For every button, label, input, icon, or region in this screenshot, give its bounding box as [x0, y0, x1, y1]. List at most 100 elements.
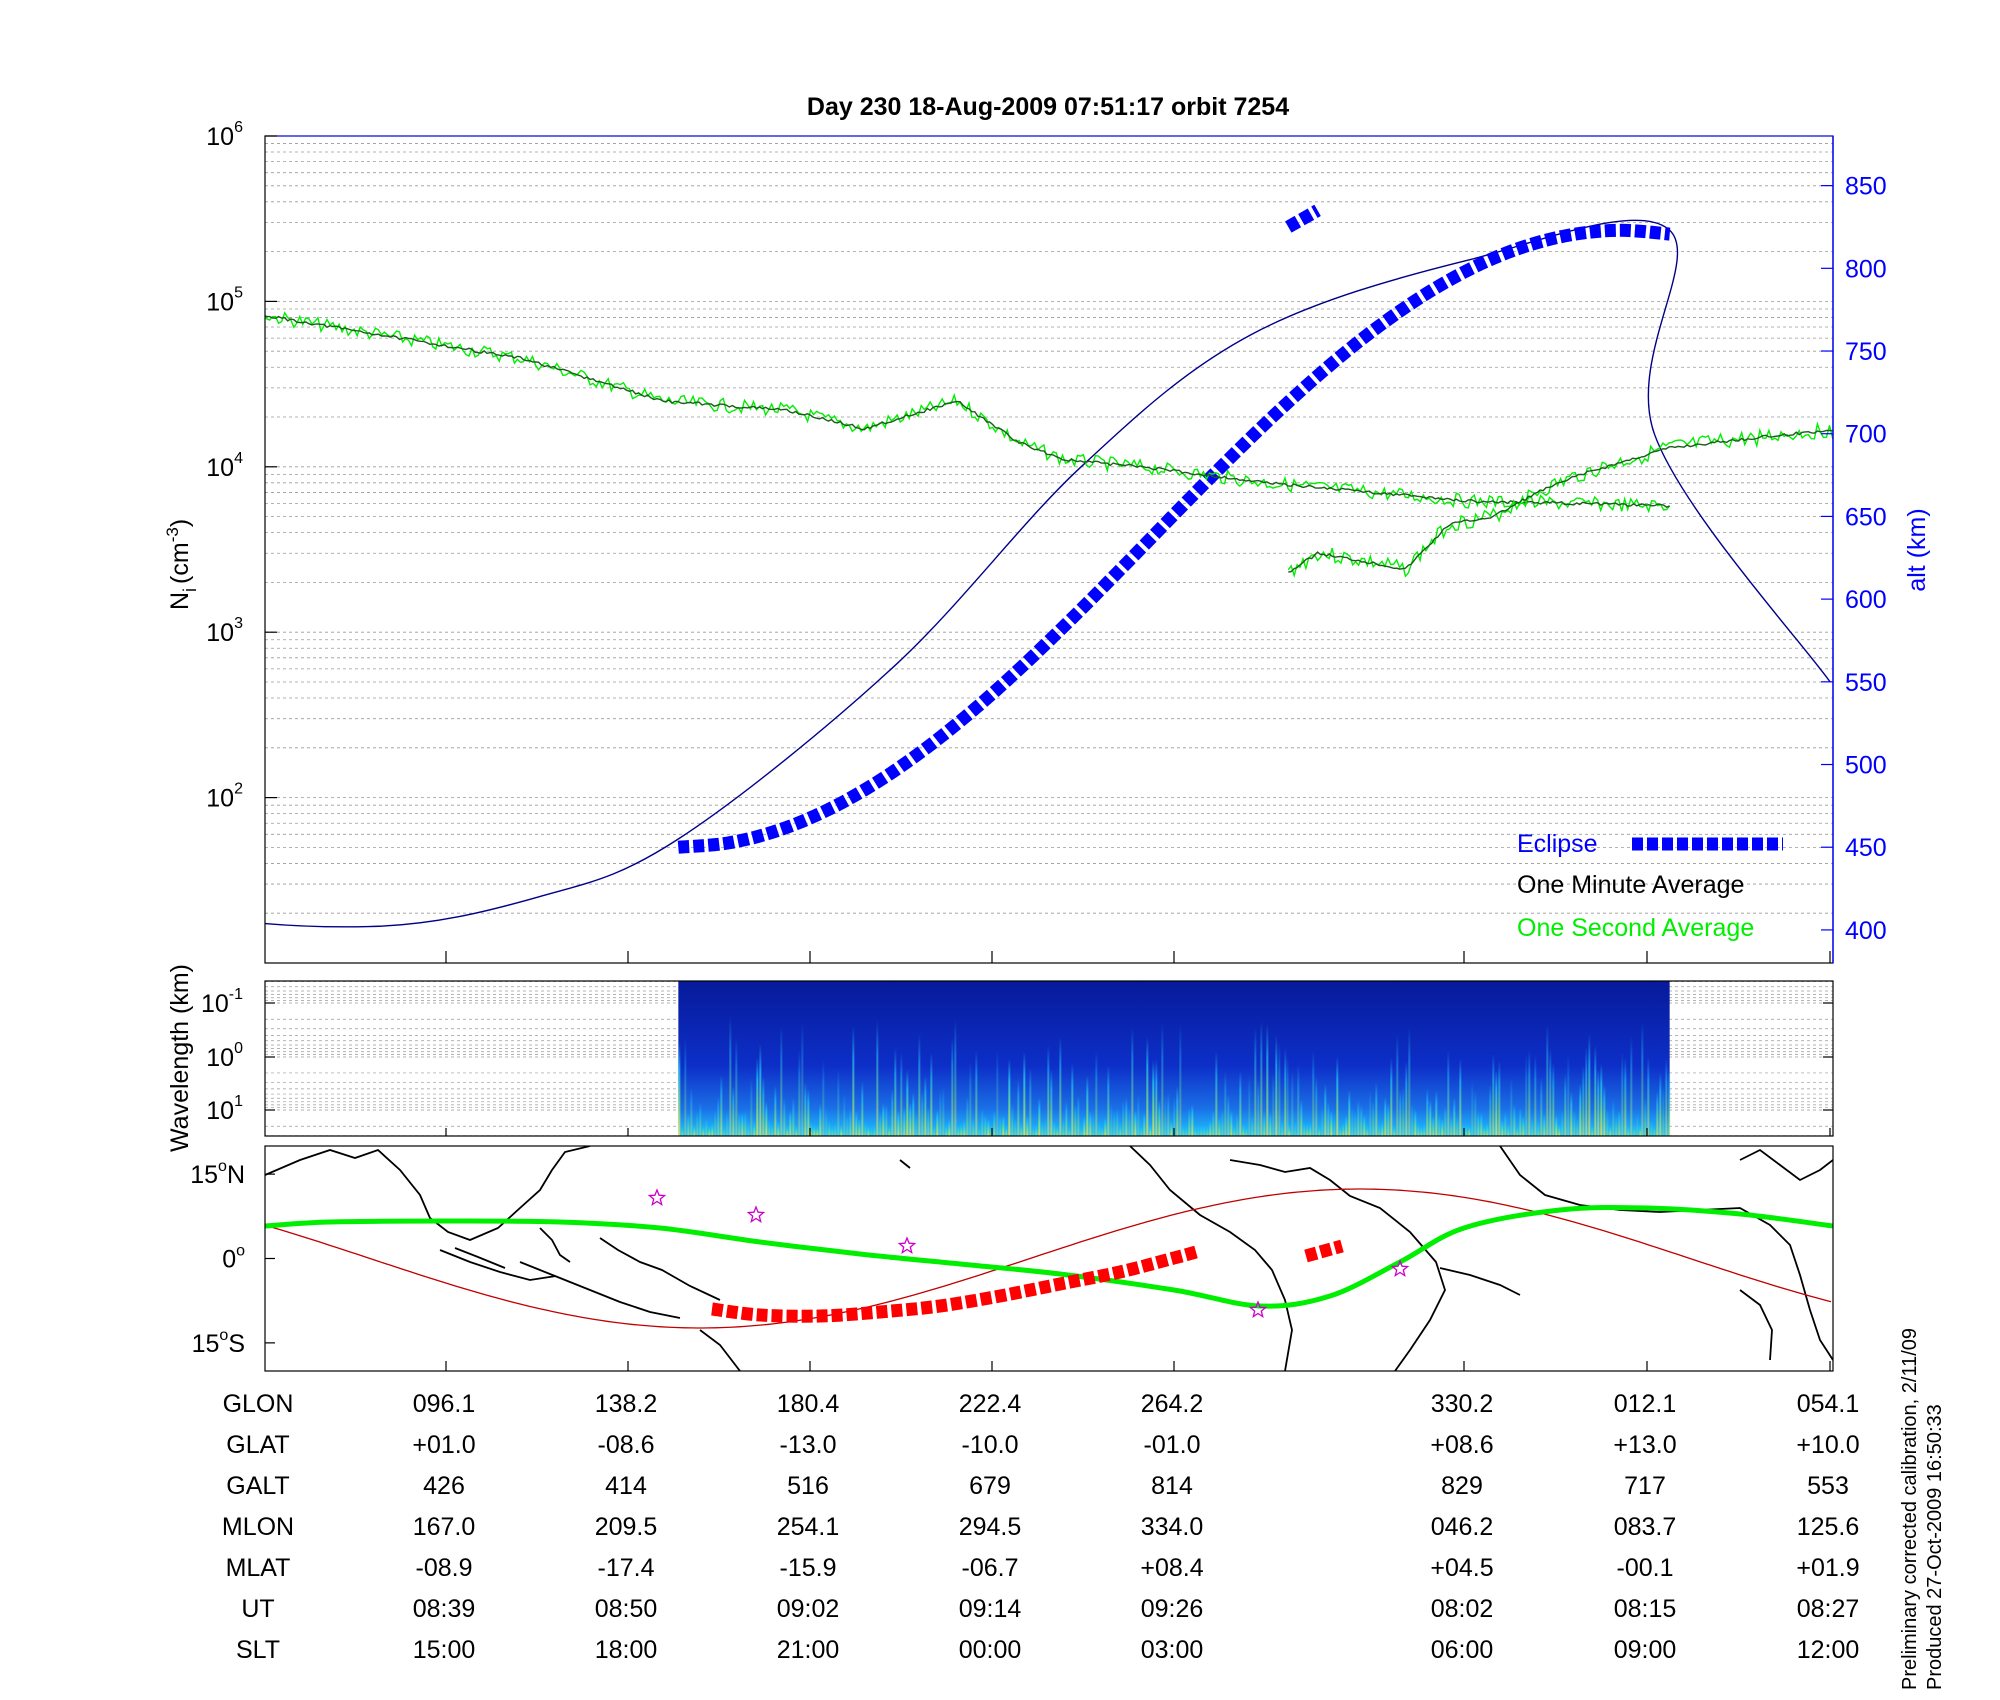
orbit-cell: -06.7 [962, 1554, 1019, 1582]
spectrogram-streak [1471, 1080, 1474, 1136]
spectrogram-streak [729, 1016, 732, 1136]
orbit-cell: 222.4 [959, 1390, 1022, 1418]
orbit-row-label: GLON [223, 1390, 294, 1418]
chart-title: Day 230 18-Aug-2009 07:51:17 orbit 7254 [807, 93, 1289, 121]
spectrogram-streak [1375, 1082, 1378, 1136]
spectrogram-streak [1501, 1120, 1504, 1136]
spectrogram-streak [1248, 1074, 1251, 1136]
spectrogram-streak [1411, 1102, 1414, 1136]
spectrogram-streak [1498, 1060, 1501, 1136]
spectrogram-streak [951, 1036, 954, 1136]
spectrogram-streak [1345, 1116, 1348, 1136]
orbit-cell: 15:00 [413, 1636, 476, 1664]
spectrogram-streak [1200, 1125, 1203, 1136]
spectrogram-streak [1492, 1053, 1495, 1136]
spectrogram-streak [894, 1047, 897, 1136]
altitude-y-tick-label: 650 [1845, 503, 1887, 531]
spectrogram-streak [1288, 1124, 1291, 1136]
spectrogram-streak [1573, 1110, 1576, 1136]
spectrogram-y-ticks: 10-1 100 101 [201, 986, 1833, 1125]
spectrogram-streak [1233, 1125, 1236, 1136]
spectrogram-streak [1149, 1125, 1152, 1136]
spectrogram-streak [1591, 1125, 1594, 1136]
spectrogram-streak [1576, 1118, 1579, 1136]
spectrogram-streak [1263, 1111, 1266, 1136]
spectrogram-streak [1477, 1111, 1480, 1136]
spectrogram-streak [1266, 1023, 1269, 1136]
coastline [539, 1227, 571, 1263]
map-y-tick-label: 15oN [190, 1158, 245, 1189]
spectrogram-streak [1095, 1051, 1098, 1136]
orbit-cell: 180.4 [777, 1390, 840, 1418]
spectrogram-streak [1387, 1102, 1390, 1136]
station-star-icon [1248, 1300, 1268, 1318]
spectrogram-streak [882, 1103, 885, 1136]
spectrogram-streak [1594, 1045, 1597, 1136]
spectrogram-streak [1396, 1033, 1399, 1136]
spectrogram-streak [1230, 1110, 1233, 1136]
altitude-y-axis-label: alt (km) [1903, 508, 1931, 591]
spectrogram-streak [1528, 1049, 1531, 1136]
orbit-cell: 21:00 [777, 1636, 840, 1664]
spectrogram-streak [1167, 1092, 1170, 1136]
spectrogram-streak [1459, 1058, 1462, 1136]
spectrogram-streak [705, 1118, 708, 1136]
spectrogram-streak [1128, 1107, 1131, 1136]
spectrogram-streak [1582, 1065, 1585, 1136]
orbit-cell: -17.4 [598, 1554, 655, 1582]
spectrogram-streak [756, 1057, 759, 1136]
spectrogram-streak [1561, 1110, 1564, 1136]
spectrogram-streak [1615, 1115, 1618, 1136]
spectrogram-streak [1309, 1123, 1312, 1136]
spectrogram-streak [1146, 1036, 1149, 1136]
station-star-icon [647, 1188, 667, 1206]
spectrogram-streak [1659, 1072, 1662, 1136]
orbit-row-label: MLON [222, 1513, 294, 1541]
spectrogram-streak [1245, 1125, 1248, 1136]
density-y-tick-label: 103 [206, 615, 243, 647]
spectrogram-streak [747, 1122, 750, 1136]
orbit-cell: 012.1 [1614, 1390, 1677, 1418]
coastline [1739, 1289, 1773, 1361]
eclipse-track-segment-2 [1304, 1239, 1344, 1263]
spectrogram-streak [984, 1114, 987, 1136]
spectrogram-streak [732, 1086, 735, 1136]
orbit-cell: +01.0 [412, 1431, 475, 1459]
spectrogram-streak [900, 1051, 903, 1136]
spectrogram-streak [930, 1052, 933, 1136]
spectrogram-streak [831, 1125, 834, 1136]
spectrogram-streak [972, 1118, 975, 1136]
spectrogram-streak [1315, 1075, 1318, 1136]
spectrogram-streak [1360, 1104, 1363, 1136]
spectrogram-streak [855, 1111, 858, 1136]
spectrogram-streak [813, 1124, 816, 1136]
spectrogram-streak [1113, 1110, 1116, 1136]
spectrogram-streak [1630, 1036, 1633, 1136]
eclipse-segment-2 [1285, 204, 1321, 233]
density-y-axis-label: Ni(cm-3) [163, 519, 200, 610]
orbit-cell: +04.5 [1430, 1554, 1493, 1582]
spectrogram-streak [1474, 1090, 1477, 1136]
spectrogram-streak [1272, 1073, 1275, 1136]
spectrogram-streak [993, 1110, 996, 1136]
coastline [1439, 1267, 1521, 1296]
orbit-cell: 829 [1441, 1472, 1483, 1500]
spectrogram-streak [1242, 1124, 1245, 1136]
density-panel: 102 103 104 105 106 400 450 500 550 600 650 700 750… [163, 119, 1931, 964]
orbit-cell: 264.2 [1141, 1390, 1204, 1418]
orbit-cell: -15.9 [780, 1554, 837, 1582]
spectrogram-streak [768, 1119, 771, 1136]
coastline [454, 1247, 506, 1269]
spectrogram-streak [684, 1037, 687, 1136]
spectrogram-streak [1101, 1126, 1104, 1136]
spectrogram-streak [1306, 1123, 1309, 1136]
spectrogram-streak [1104, 1118, 1107, 1136]
spectrogram-streak [1047, 1044, 1050, 1136]
orbit-cell: 08:50 [595, 1595, 658, 1623]
spectrogram-streak [1053, 1121, 1056, 1136]
spectrogram-streak [1206, 1125, 1209, 1136]
spectrogram-streak [921, 1089, 924, 1136]
spectrogram-streak [1318, 1125, 1321, 1136]
spectrogram-streak [879, 1112, 882, 1136]
spectrogram-streak [1327, 1101, 1330, 1136]
